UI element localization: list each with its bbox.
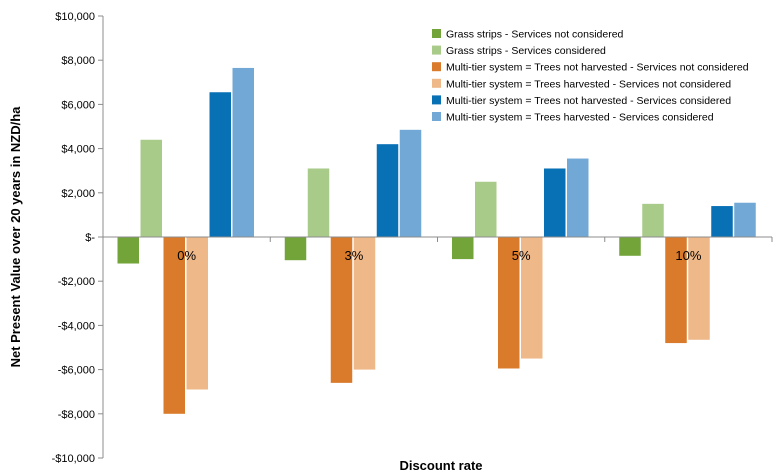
legend-label: Multi-tier system = Trees not harvested … (446, 95, 731, 107)
bar (399, 129, 422, 237)
legend-label: Multi-tier system = Trees not harvested … (446, 62, 749, 74)
y-tick-label: $6,000 (61, 99, 95, 111)
legend-swatch (432, 29, 441, 38)
bar (498, 237, 520, 369)
y-tick-label: $4,000 (61, 144, 95, 156)
bar (619, 237, 641, 256)
bar (209, 92, 231, 238)
y-tick-label: -$10,000 (52, 453, 95, 465)
bar (232, 67, 254, 237)
category-label: 3% (344, 248, 363, 263)
legend-label: Multi-tier system = Trees harvested - Se… (446, 112, 714, 124)
category-label: 5% (512, 248, 531, 263)
legend-label: Grass strips - Services considered (446, 45, 606, 57)
legend: Grass strips - Services not considered Gr… (432, 29, 749, 124)
legend-swatch (432, 78, 441, 88)
bar (140, 139, 162, 237)
bar (521, 237, 543, 359)
y-tick-label: -$6,000 (58, 365, 95, 377)
bar (353, 237, 376, 370)
y-axis-ticks: $10,000 $8,000 $6,000 $4,000 $2,000 $- -$2,000… (52, 11, 103, 465)
bar (475, 181, 497, 237)
legend-label: Multi-tier system = Trees harvested - Se… (446, 78, 731, 90)
axes (102, 16, 773, 458)
bar (734, 202, 756, 237)
bar (642, 203, 664, 237)
bar (452, 237, 474, 260)
legend-swatch (432, 95, 441, 105)
category-label: 10% (675, 248, 701, 263)
bar (307, 168, 330, 237)
bar (376, 144, 399, 237)
bar (688, 237, 710, 340)
category-labels: 0% 3% 5% 10% (177, 248, 702, 263)
y-tick-label: $2,000 (61, 188, 95, 200)
bar (665, 237, 687, 344)
bar (186, 237, 208, 390)
y-tick-label: -$8,000 (58, 409, 95, 421)
bar (284, 237, 307, 261)
category-label: 0% (177, 248, 196, 263)
legend-swatch (432, 112, 441, 121)
y-tick-label: -$2,000 (58, 276, 95, 288)
legend-swatch (432, 62, 441, 72)
bar (567, 158, 589, 237)
legend-label: Grass strips - Services not considered (446, 29, 624, 41)
legend-swatch (432, 45, 441, 55)
bar (544, 168, 566, 237)
bars (117, 67, 756, 414)
bar (330, 237, 353, 383)
bar (711, 206, 733, 237)
y-tick-label: $10,000 (55, 11, 95, 23)
y-tick-label: $- (85, 232, 95, 244)
bar (117, 237, 139, 264)
x-axis-title: Discount rate (399, 458, 482, 473)
y-axis-title: Net Present Value over 20 years in NZD/h… (8, 106, 23, 368)
bar (163, 237, 185, 414)
y-tick-label: $8,000 (61, 55, 95, 67)
y-tick-label: -$4,000 (58, 320, 95, 332)
